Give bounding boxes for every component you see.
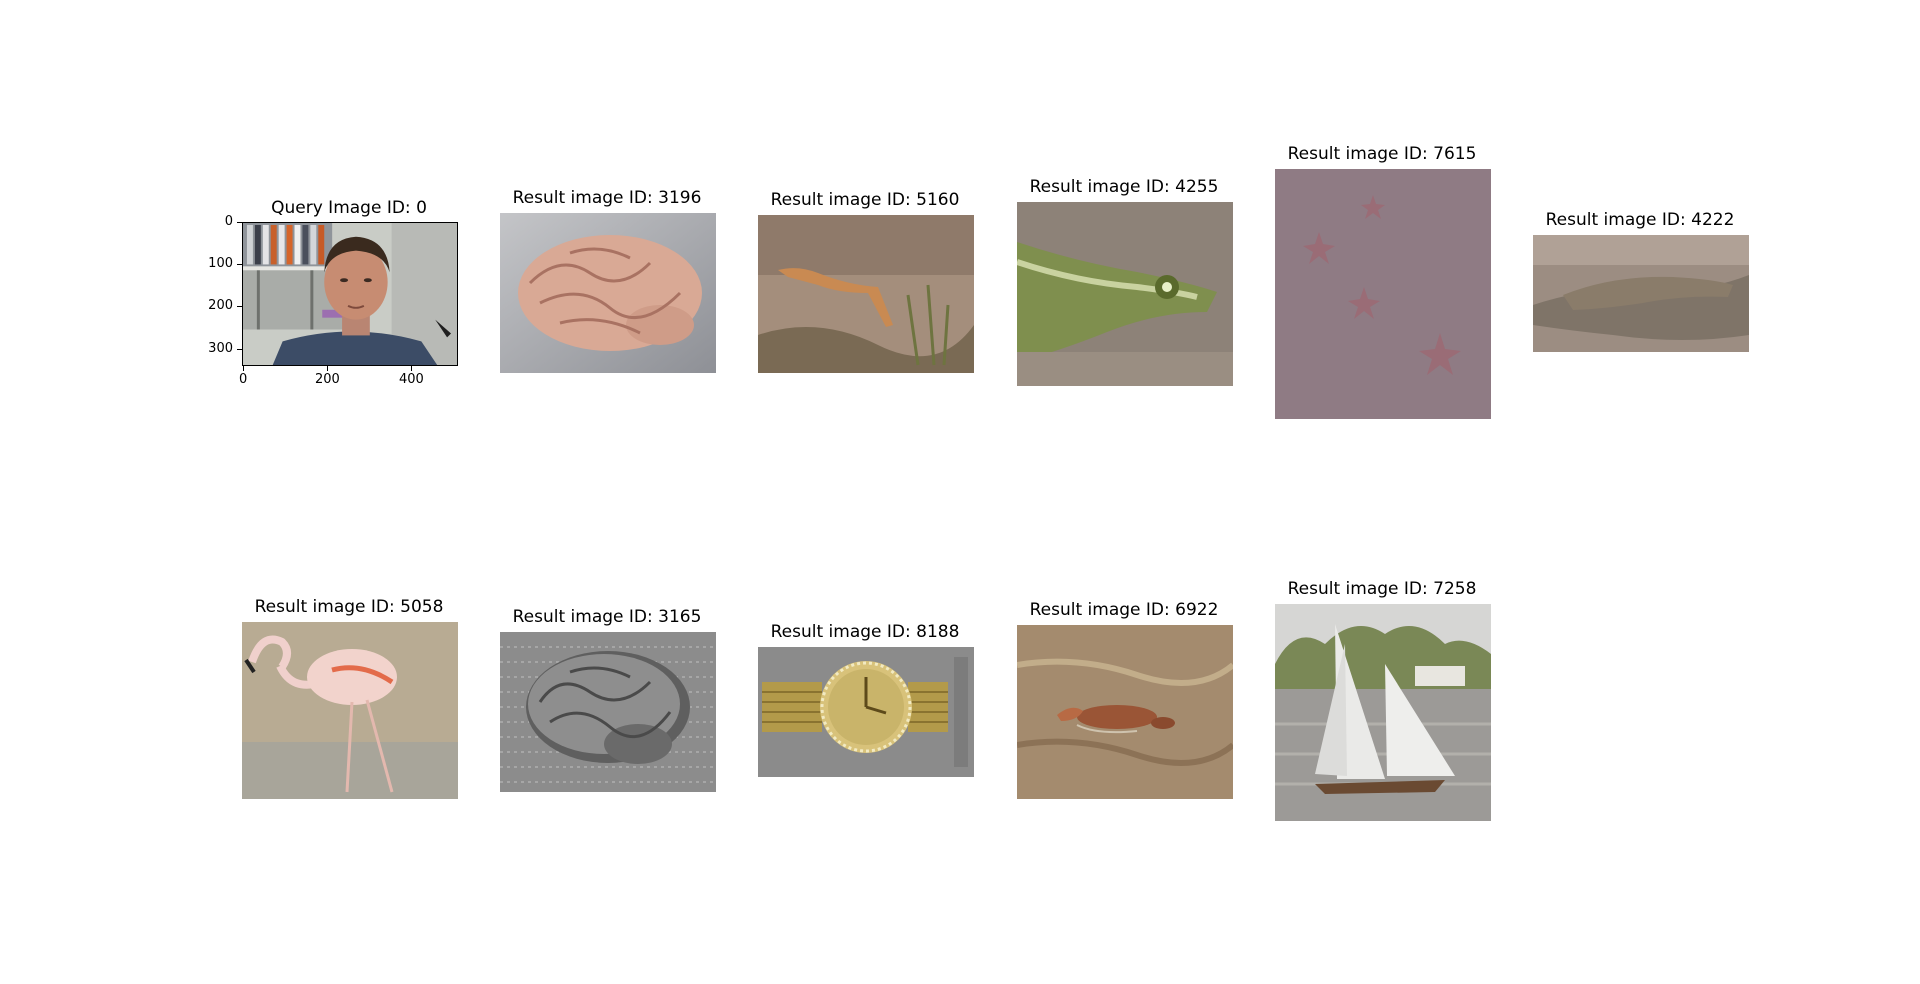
- y-tick-0: 0: [224, 214, 233, 229]
- result-image-4255: [1017, 202, 1233, 386]
- y-tick-300: 300: [208, 341, 233, 356]
- y-tick-100: 100: [208, 256, 233, 271]
- result-title-6922: Result image ID: 6922: [1029, 600, 1219, 620]
- result-title-8188: Result image ID: 8188: [770, 622, 960, 642]
- result-title-5058: Result image ID: 5058: [254, 597, 444, 617]
- query-title: Query Image ID: 0: [271, 198, 427, 218]
- x-tick-0: 0: [239, 372, 248, 387]
- result-title-5160: Result image ID: 5160: [770, 190, 960, 210]
- result-image-5160: [758, 215, 974, 373]
- query-image: [242, 222, 458, 366]
- result-title-7258: Result image ID: 7258: [1287, 579, 1477, 599]
- result-image-8188: [758, 647, 974, 777]
- result-title-3165: Result image ID: 3165: [512, 607, 702, 627]
- y-tick-200: 200: [208, 298, 233, 313]
- result-image-3196: [500, 213, 716, 373]
- result-title-7615: Result image ID: 7615: [1287, 144, 1477, 164]
- x-tick-400: 400: [399, 372, 424, 387]
- result-title-4255: Result image ID: 4255: [1029, 177, 1219, 197]
- x-tick-200: 200: [315, 372, 340, 387]
- result-title-4222: Result image ID: 4222: [1545, 210, 1735, 230]
- result-image-3165: [500, 632, 716, 792]
- result-image-5058: [242, 622, 458, 799]
- result-image-7615: [1275, 169, 1491, 419]
- result-image-7258: [1275, 604, 1491, 821]
- result-image-4222: [1533, 235, 1749, 352]
- result-title-3196: Result image ID: 3196: [512, 188, 702, 208]
- result-image-6922: [1017, 625, 1233, 799]
